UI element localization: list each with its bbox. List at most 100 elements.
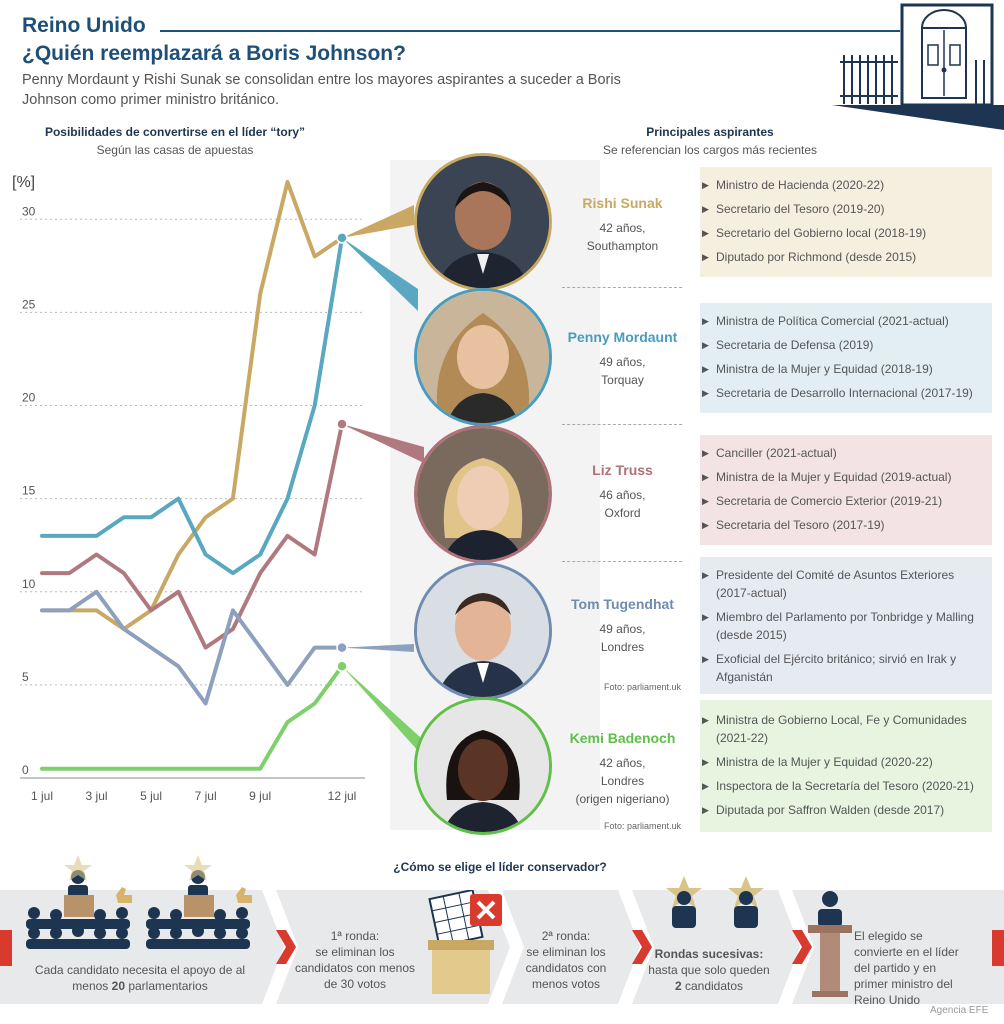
role-item: Ministro de Hacienda (2020-22) <box>700 176 992 194</box>
separator <box>562 424 682 425</box>
ballot-box-icon <box>428 890 502 994</box>
finalists-icon <box>666 876 764 928</box>
separator <box>562 287 682 288</box>
candidate-city: Torquay <box>601 373 644 387</box>
role-item: Diputado por Richmond (desde 2015) <box>700 248 992 266</box>
chart-lines <box>40 180 344 771</box>
role-item: Secretaria de Comercio Exterior (2019-21… <box>700 492 992 510</box>
candidate-city: Southampton <box>586 239 659 253</box>
role-item: Ministra de la Mujer y Equidad (2020-22) <box>700 753 992 771</box>
role-item: Canciller (2021-actual) <box>700 444 992 462</box>
connector <box>342 237 418 311</box>
photo-badenoch <box>414 697 552 835</box>
process-dividers <box>262 890 814 1004</box>
step3-body: se eliminan los candidatos con menos vot… <box>525 945 607 991</box>
candidate-info: 49 años, Londres <box>555 620 690 656</box>
roles-list-tugendhat: Presidente del Comité de Asuntos Exterio… <box>700 566 992 692</box>
main-headline: ¿Quién reemplazará a Boris Johnson? <box>22 42 406 65</box>
candidate-name: Liz Truss <box>592 462 653 478</box>
x-tick-label: 3 jul <box>86 789 108 803</box>
step3-text: 2ª ronda: se eliminan los candidatos con … <box>516 928 616 992</box>
candidate-name: Rishi Sunak <box>582 195 663 211</box>
role-item: Ministra de la Mujer y Equidad (2019-act… <box>700 468 992 486</box>
role-item: Secretario del Gobierno local (2018-19) <box>700 224 992 242</box>
candidate-info: 42 años, Londres (origen nigeriano) <box>555 754 690 808</box>
role-item: Ministra de la Mujer y Equidad (2018-19) <box>700 360 992 378</box>
photo-truss <box>414 425 552 563</box>
candidate-age: 49 años, <box>599 622 646 636</box>
step1-text-post: parlamentarios <box>125 979 208 993</box>
agency-credit: Agencia EFE <box>930 1005 989 1016</box>
step2-text: 1ª ronda: se eliminan los candidatos con … <box>290 928 420 992</box>
series-line <box>40 235 344 576</box>
x-tick-label: 12 jul <box>328 789 357 803</box>
role-item: Ministra de Gobierno Local, Fe y Comunid… <box>700 711 992 747</box>
role-item: Exoficial del Ejército británico; sirvió… <box>700 650 992 686</box>
red-accent-left <box>0 930 12 966</box>
chart-title: Posibilidades de convertirse en el líder… <box>44 125 306 139</box>
step5-text: El elegido se convierte en el líder del … <box>854 929 959 1007</box>
y-tick-label: 5 <box>22 670 29 684</box>
y-tick-label: 20 <box>22 391 36 405</box>
y-tick-label: 10 <box>22 577 36 591</box>
candidate-age: 42 años, <box>599 221 646 235</box>
x-tick-label: 5 jul <box>140 789 162 803</box>
role-item: Ministra de Política Comercial (2021-act… <box>700 312 992 330</box>
roles-list-badenoch: Ministra de Gobierno Local, Fe y Comunid… <box>700 711 992 825</box>
photo-credit: Foto: parliament.uk <box>604 682 682 692</box>
photo-sunak <box>414 153 552 291</box>
step4-body-post: candidatos <box>681 979 744 993</box>
y-tick-labels: 0 5 10 15 20 25 30 <box>22 204 36 777</box>
candidate-name: Tom Tugendhat <box>571 596 674 612</box>
photo-tugendhat <box>414 562 552 700</box>
y-tick-label: 15 <box>22 484 36 498</box>
roles-list-sunak: Ministro de Hacienda (2020-22) Secretari… <box>700 176 992 272</box>
header-rule <box>160 30 900 32</box>
roles-list-mordaunt: Ministra de Política Comercial (2021-act… <box>700 312 992 408</box>
chart-subtitle: Según las casas de apuestas <box>96 143 254 157</box>
process-title: ¿Cómo se elige el líder conservador? <box>393 860 607 874</box>
step2-body: se eliminan los candidatos con menos de … <box>294 945 416 991</box>
role-item: Secretario del Tesoro (2019-20) <box>700 200 992 218</box>
series-line <box>40 422 344 650</box>
candidate-age: 46 años, <box>599 488 646 502</box>
role-item: Presidente del Comité de Asuntos Exterio… <box>700 566 992 602</box>
x-tick-labels: 1 jul 3 jul 5 jul 7 jul 9 jul 12 jul <box>31 789 356 803</box>
podium-icon <box>808 891 852 997</box>
candidate-age: 42 años, <box>599 756 646 770</box>
region-title: Reino Unido <box>22 14 146 37</box>
connector <box>342 666 420 753</box>
candidate-city: Londres <box>600 774 645 788</box>
step3-title: 2ª ronda: <box>541 929 591 943</box>
step4-number: 2 <box>674 979 682 993</box>
candidate-name: Penny Mordaunt <box>567 329 678 345</box>
step4-title: Rondas sucesivas: <box>654 947 764 961</box>
role-item: Secretaria de Defensa (2019) <box>700 336 992 354</box>
candidate-info: 42 años, Southampton <box>555 219 690 255</box>
photo-credit: Foto: parliament.uk <box>604 821 682 831</box>
chart-grid <box>20 218 365 779</box>
connector <box>342 644 414 652</box>
connector <box>342 424 424 463</box>
aspirants-subtitle: Se referencian los cargos más recientes <box>602 143 818 157</box>
candidate-city: Londres <box>600 640 645 654</box>
step1-number: 20 <box>111 979 125 993</box>
header-subtitle: Penny Mordaunt y Rishi Sunak se consolid… <box>22 72 621 108</box>
roles-list-truss: Canciller (2021-actual) Ministra de la M… <box>700 444 992 540</box>
y-tick-label: 30 <box>22 204 36 218</box>
role-item: Miembro del Parlamento por Tonbridge y M… <box>700 608 992 644</box>
aspirants-title: Principales aspirantes <box>646 125 774 139</box>
step1-text: Cada candidato necesita el apoyo de al m… <box>30 962 250 994</box>
photo-mordaunt <box>414 288 552 426</box>
candidate-info: 49 años, Torquay <box>555 353 690 389</box>
end-marker <box>336 660 348 672</box>
y-axis-label: [%] <box>12 174 36 191</box>
series-line <box>40 180 344 631</box>
downing-street-door-icon <box>832 3 1004 130</box>
series-line <box>40 589 344 706</box>
line-chart: 0 5 10 15 20 25 30 1 jul 3 jul 5 jul 7 jul 9 jul 12… <box>20 180 424 803</box>
role-item: Diputada por Saffron Walden (desde 2017) <box>700 801 992 819</box>
y-tick-label: 25 <box>22 297 36 311</box>
candidate-info: 46 años, Oxford <box>555 486 690 522</box>
end-marker <box>336 418 348 430</box>
